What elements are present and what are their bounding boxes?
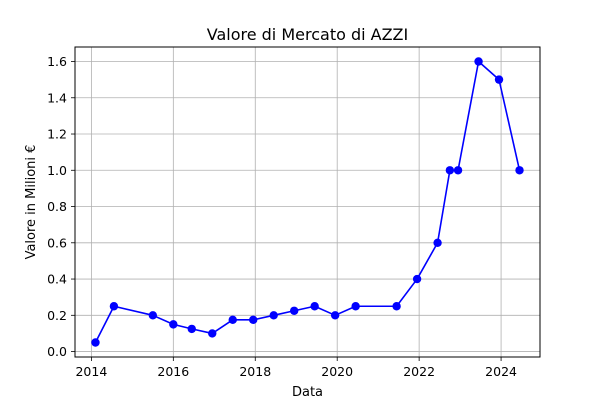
series-market-value xyxy=(91,57,524,347)
data-point xyxy=(494,75,504,84)
data-point xyxy=(91,338,100,347)
data-point xyxy=(515,166,524,175)
data-point xyxy=(109,302,119,311)
data-point xyxy=(310,302,319,311)
y-tick-label: 0.4 xyxy=(47,272,67,287)
x-tick-label: 2022 xyxy=(403,364,435,379)
x-tick-label: 2014 xyxy=(75,364,107,379)
y-tick-label: 1.6 xyxy=(47,54,67,69)
chart-title: Valore di Mercato di AZZI xyxy=(207,25,408,44)
data-point xyxy=(474,57,483,66)
data-point xyxy=(392,302,401,311)
y-tick-label: 1.0 xyxy=(47,163,67,178)
data-point xyxy=(169,320,178,329)
data-point xyxy=(208,329,217,338)
x-axis-label: Data xyxy=(292,385,323,400)
y-axis-label: Valore in Milioni € xyxy=(24,145,39,260)
y-tick-label: 0.6 xyxy=(47,235,67,250)
data-point xyxy=(269,311,278,320)
data-point xyxy=(453,166,463,175)
plot-frame xyxy=(74,46,541,358)
y-tick-label: 1.4 xyxy=(47,90,67,105)
y-tick-label: 0.2 xyxy=(47,308,67,323)
data-point xyxy=(249,315,258,325)
data-point xyxy=(351,302,360,311)
data-point xyxy=(289,306,299,315)
data-point xyxy=(148,311,158,320)
x-tick-label: 2024 xyxy=(485,364,517,379)
y-tick-label: 1.2 xyxy=(47,127,67,142)
y-tick-label: 0.8 xyxy=(47,199,67,214)
x-axis: 2014 2016 2018 2020 2022 2024 xyxy=(75,357,517,379)
y-tick-label: 0.0 xyxy=(47,344,67,359)
x-tick-label: 2020 xyxy=(321,364,353,379)
data-point xyxy=(228,315,237,325)
data-point xyxy=(187,324,196,334)
x-tick-label: 2018 xyxy=(239,364,271,379)
data-point xyxy=(412,274,422,284)
data-point xyxy=(433,238,442,247)
data-point xyxy=(330,311,340,320)
y-axis: 0.0 0.2 0.4 0.6 0.8 1.0 1.2 1.4 1.6 xyxy=(47,54,75,359)
data-point xyxy=(445,166,455,175)
grid xyxy=(75,47,540,357)
x-tick-label: 2016 xyxy=(157,364,189,379)
